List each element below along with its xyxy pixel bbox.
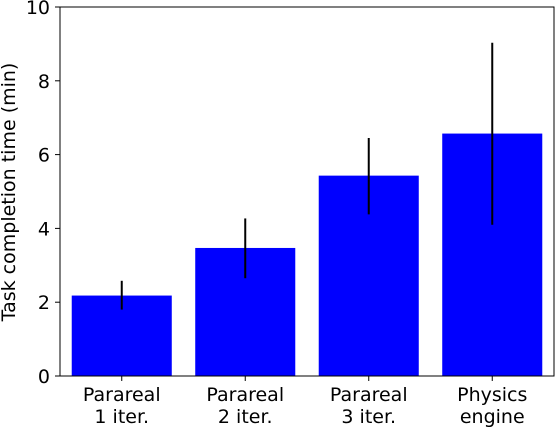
y-tick-label-4: 4 [38,218,50,240]
y-tick-label-6: 6 [38,145,50,167]
y-axis-ticks: 0 2 4 6 8 10 [26,0,60,388]
y-tick-label-0: 0 [38,366,50,388]
y-tick-label-10: 10 [26,0,50,19]
x-tick-label-3-line-1: Parareal [330,384,408,406]
plot-frame [59,6,555,377]
x-tick-label-2-line-2: 2 iter. [218,406,273,427]
y-axis-label-group: Task completion time (min) [0,63,20,323]
x-tick-label-2-line-1: Parareal [206,384,284,406]
x-tick-label-4-line-1: Physics [457,384,527,406]
error-bars-group [120,42,494,310]
y-tick-label-2: 2 [38,292,50,314]
y-axis-label: Task completion time (min) [0,63,20,323]
x-tick-label-3-line-2: 3 iter. [341,406,396,427]
x-tick-label-1-line-1: Parareal [83,384,161,406]
bars-group [71,133,543,376]
y-tick-label-8: 8 [38,71,50,93]
x-tick-label-1-line-2: 1 iter. [94,406,149,427]
x-tick-label-4-line-2: engine [460,406,525,427]
